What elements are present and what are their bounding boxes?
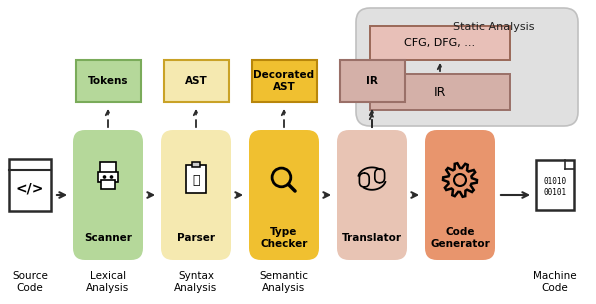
Bar <box>101 180 115 189</box>
FancyBboxPatch shape <box>425 130 495 260</box>
Bar <box>536 160 574 210</box>
Text: Source
Code: Source Code <box>12 271 48 293</box>
Circle shape <box>103 176 105 178</box>
FancyBboxPatch shape <box>249 130 319 260</box>
Text: CFG, DFG, ...: CFG, DFG, ... <box>405 38 476 48</box>
Bar <box>370 74 510 110</box>
Bar <box>186 165 206 193</box>
Bar <box>98 172 118 182</box>
Text: 🌲: 🌲 <box>193 174 200 187</box>
FancyBboxPatch shape <box>356 8 578 126</box>
Text: Syntax
Analysis: Syntax Analysis <box>175 271 218 293</box>
Text: Code
Generator: Code Generator <box>430 227 490 249</box>
Text: Type
Checker: Type Checker <box>260 227 308 249</box>
FancyBboxPatch shape <box>375 169 384 183</box>
Text: Static Analysis: Static Analysis <box>453 22 535 32</box>
FancyBboxPatch shape <box>73 130 143 260</box>
Bar <box>76 60 141 102</box>
Text: Semantic
Analysis: Semantic Analysis <box>259 271 309 293</box>
Text: IR: IR <box>366 76 378 86</box>
Text: Parser: Parser <box>177 233 215 243</box>
Bar <box>9 159 51 211</box>
Text: Tokens: Tokens <box>88 76 128 86</box>
Text: 01010
00101: 01010 00101 <box>544 177 567 197</box>
Bar <box>252 60 317 102</box>
Bar <box>100 162 116 173</box>
Text: Lexical
Analysis: Lexical Analysis <box>86 271 129 293</box>
Text: Machine
Code: Machine Code <box>533 271 577 293</box>
Bar <box>370 26 510 60</box>
Text: </>: </> <box>16 181 44 195</box>
Text: Decorated
AST: Decorated AST <box>253 70 315 92</box>
Text: Translator: Translator <box>342 233 402 243</box>
Circle shape <box>110 176 113 178</box>
Bar <box>192 162 200 167</box>
FancyBboxPatch shape <box>359 173 369 187</box>
Text: AST: AST <box>185 76 207 86</box>
FancyBboxPatch shape <box>161 130 231 260</box>
Bar <box>164 60 229 102</box>
Text: Scanner: Scanner <box>84 233 132 243</box>
Bar <box>340 60 405 102</box>
Text: IR: IR <box>434 85 446 98</box>
FancyBboxPatch shape <box>337 130 407 260</box>
